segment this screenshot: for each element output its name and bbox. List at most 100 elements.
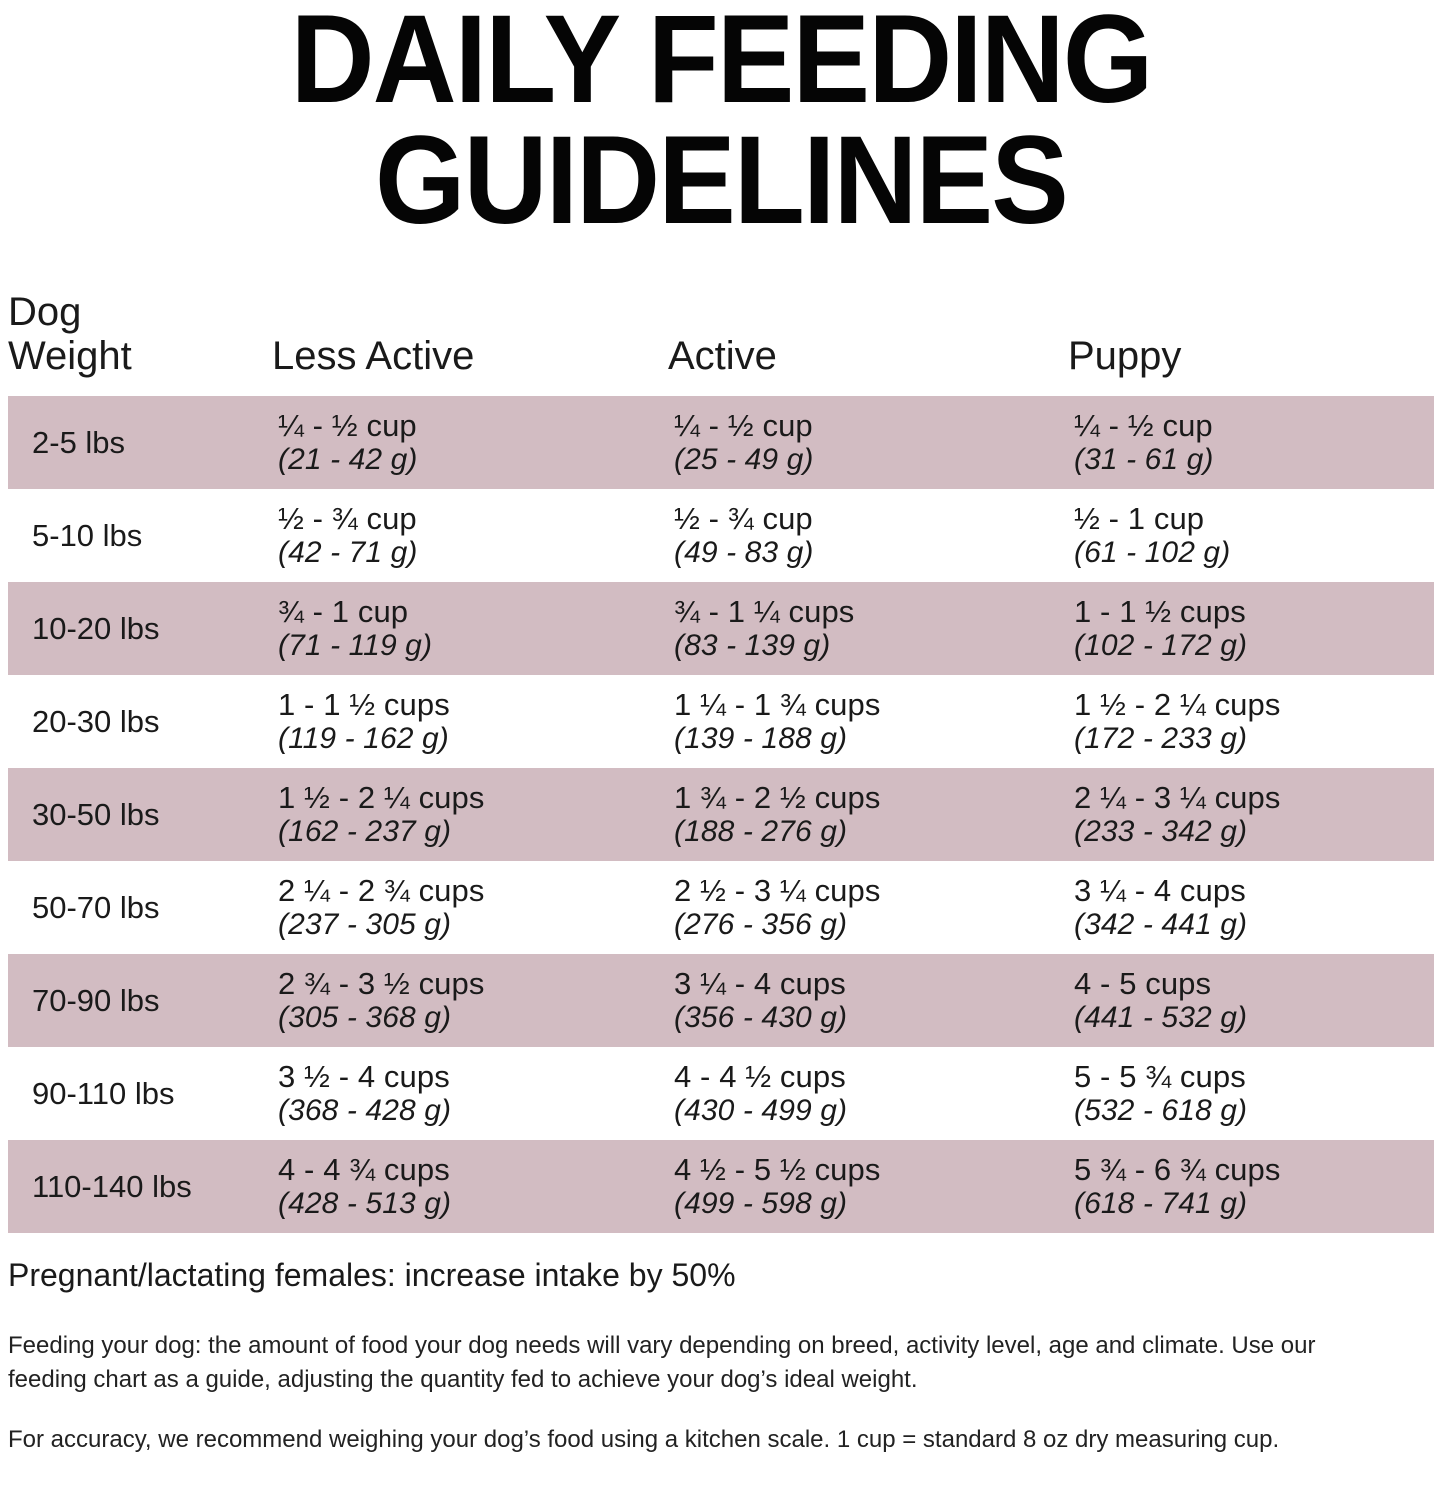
column-header-dog-weight-line2: Weight bbox=[8, 334, 132, 378]
amount-grams: (428 - 513 g) bbox=[278, 1186, 452, 1220]
amount-cups: 2 ¾ - 3 ½ cups bbox=[278, 965, 485, 1001]
feeding-table-container: Dog Weight Less Active Active Puppy 2-5 … bbox=[0, 288, 1442, 1233]
amount-cups: 1 - 1 ½ cups bbox=[278, 686, 450, 722]
amount-cups: ¼ - ½ cup bbox=[674, 407, 813, 443]
amount-cups: 1 ½ - 2 ¼ cups bbox=[278, 779, 485, 815]
table-row: 90-110 lbs 3 ½ - 4 cups (368 - 428 g) 4 - 4… bbox=[8, 1047, 1434, 1140]
cell-dog-weight: 30-50 lbs bbox=[8, 768, 272, 861]
amount-cups: 3 ½ - 4 cups bbox=[278, 1058, 450, 1094]
amount-grams: (342 - 441 g) bbox=[1074, 907, 1248, 941]
amount-cups: 5 ¾ - 6 ¾ cups bbox=[1074, 1151, 1281, 1187]
amount-cups: 3 ¼ - 4 cups bbox=[674, 965, 846, 1001]
cell-less-active: ¼ - ½ cup (21 - 42 g) bbox=[272, 396, 668, 489]
note-accuracy: For accuracy, we recommend weighing your… bbox=[8, 1426, 1280, 1454]
cell-less-active: 1 - 1 ½ cups (119 - 162 g) bbox=[272, 675, 668, 768]
amount-cups: 1 - 1 ½ cups bbox=[1074, 593, 1246, 629]
cell-puppy: 1 ½ - 2 ¼ cups (172 - 233 g) bbox=[1068, 675, 1434, 768]
amount-grams: (83 - 139 g) bbox=[674, 628, 831, 662]
cell-puppy: ½ - 1 cup (61 - 102 g) bbox=[1068, 489, 1434, 582]
amount-grams: (618 - 741 g) bbox=[1074, 1186, 1248, 1220]
cell-dog-weight: 2-5 lbs bbox=[8, 396, 272, 489]
table-header: Dog Weight Less Active Active Puppy bbox=[8, 288, 1434, 396]
amount-cups: 4 - 5 cups bbox=[1074, 965, 1212, 1001]
table-body: 2-5 lbs ¼ - ½ cup (21 - 42 g) ¼ - ½ cup (25 … bbox=[8, 396, 1434, 1233]
cell-less-active: 3 ½ - 4 cups (368 - 428 g) bbox=[272, 1047, 668, 1140]
amount-grams: (172 - 233 g) bbox=[1074, 721, 1248, 755]
column-header-dog-weight: Dog Weight bbox=[8, 288, 272, 396]
amount-cups: ¼ - ½ cup bbox=[278, 407, 417, 443]
amount-grams: (499 - 598 g) bbox=[674, 1186, 848, 1220]
cell-less-active: ¾ - 1 cup (71 - 119 g) bbox=[272, 582, 668, 675]
column-header-dog-weight-line1: Dog bbox=[8, 290, 82, 334]
amount-grams: (102 - 172 g) bbox=[1074, 628, 1248, 662]
cell-active: ½ - ¾ cup (49 - 83 g) bbox=[668, 489, 1068, 582]
cell-dog-weight: 10-20 lbs bbox=[8, 582, 272, 675]
cell-puppy: 5 - 5 ¾ cups (532 - 618 g) bbox=[1068, 1047, 1434, 1140]
cell-active: 1 ¼ - 1 ¾ cups (139 - 188 g) bbox=[668, 675, 1068, 768]
cell-puppy: 2 ¼ - 3 ¼ cups (233 - 342 g) bbox=[1068, 768, 1434, 861]
amount-grams: (305 - 368 g) bbox=[278, 1000, 452, 1034]
amount-grams: (25 - 49 g) bbox=[674, 442, 814, 476]
amount-cups: 1 ½ - 2 ¼ cups bbox=[1074, 686, 1281, 722]
amount-grams: (119 - 162 g) bbox=[278, 721, 449, 755]
table-row: 50-70 lbs 2 ¼ - 2 ¾ cups (237 - 305 g) 2 ½ … bbox=[8, 861, 1434, 954]
amount-cups: 4 ½ - 5 ½ cups bbox=[674, 1151, 881, 1187]
amount-grams: (71 - 119 g) bbox=[278, 628, 433, 662]
cell-active: 1 ¾ - 2 ½ cups (188 - 276 g) bbox=[668, 768, 1068, 861]
cell-active: 2 ½ - 3 ¼ cups (276 - 356 g) bbox=[668, 861, 1068, 954]
cell-less-active: 1 ½ - 2 ¼ cups (162 - 237 g) bbox=[272, 768, 668, 861]
amount-grams: (276 - 356 g) bbox=[674, 907, 848, 941]
cell-dog-weight: 50-70 lbs bbox=[32, 889, 160, 925]
note-pregnant-lactating: Pregnant/lactating females: increase int… bbox=[8, 1257, 736, 1293]
amount-grams: (356 - 430 g) bbox=[674, 1000, 848, 1034]
amount-cups: 3 ¼ - 4 cups bbox=[1074, 872, 1246, 908]
amount-cups: 1 ¾ - 2 ½ cups bbox=[674, 779, 881, 815]
cell-less-active: 2 ¼ - 2 ¾ cups (237 - 305 g) bbox=[272, 861, 668, 954]
amount-cups: ¾ - 1 cup bbox=[278, 593, 409, 629]
amount-cups: 4 - 4 ¾ cups bbox=[278, 1151, 450, 1187]
cell-puppy: 1 - 1 ½ cups (102 - 172 g) bbox=[1068, 582, 1434, 675]
column-header-less-active: Less Active bbox=[272, 334, 475, 378]
note-feeding-your-dog: Feeding your dog: the amount of food you… bbox=[8, 1332, 1316, 1394]
table-header-row: Dog Weight Less Active Active Puppy bbox=[8, 288, 1434, 396]
table-row: 10-20 lbs ¾ - 1 cup (71 - 119 g) ¾ - 1 ¼ cu… bbox=[8, 582, 1434, 675]
cell-less-active: 2 ¾ - 3 ½ cups (305 - 368 g) bbox=[272, 954, 668, 1047]
amount-cups: 2 ¼ - 2 ¾ cups bbox=[278, 872, 485, 908]
column-header-puppy: Puppy bbox=[1068, 334, 1182, 378]
amount-grams: (139 - 188 g) bbox=[674, 721, 848, 755]
amount-cups: 2 ½ - 3 ¼ cups bbox=[674, 872, 881, 908]
amount-cups: 1 ¼ - 1 ¾ cups bbox=[674, 686, 881, 722]
amount-cups: ½ - ¾ cup bbox=[278, 500, 417, 536]
amount-grams: (162 - 237 g) bbox=[278, 814, 452, 848]
amount-grams: (21 - 42 g) bbox=[278, 442, 418, 476]
feeding-table: Dog Weight Less Active Active Puppy 2-5 … bbox=[8, 288, 1434, 1233]
amount-grams: (49 - 83 g) bbox=[674, 535, 814, 569]
cell-puppy: 3 ¼ - 4 cups (342 - 441 g) bbox=[1068, 861, 1434, 954]
amount-grams: (42 - 71 g) bbox=[278, 535, 418, 569]
amount-grams: (532 - 618 g) bbox=[1074, 1093, 1248, 1127]
page-title-line-2: GUIDELINES bbox=[375, 111, 1069, 250]
amount-cups: ½ - 1 cup bbox=[1074, 500, 1205, 536]
amount-grams: (233 - 342 g) bbox=[1074, 814, 1248, 848]
table-row: 30-50 lbs 1 ½ - 2 ¼ cups (162 - 237 g) 1 ¾ … bbox=[8, 768, 1434, 861]
notes-section: Pregnant/lactating females: increase int… bbox=[0, 1255, 1442, 1457]
amount-cups: 4 - 4 ½ cups bbox=[674, 1058, 846, 1094]
amount-grams: (237 - 305 g) bbox=[278, 907, 452, 941]
page-title-line-1: DAILY FEEDING bbox=[290, 0, 1154, 129]
amount-grams: (31 - 61 g) bbox=[1074, 442, 1214, 476]
amount-grams: (441 - 532 g) bbox=[1074, 1000, 1248, 1034]
amount-grams: (61 - 102 g) bbox=[1074, 535, 1231, 569]
table-row: 70-90 lbs 2 ¾ - 3 ½ cups (305 - 368 g) 3 ¼ … bbox=[8, 954, 1434, 1047]
table-row: 2-5 lbs ¼ - ½ cup (21 - 42 g) ¼ - ½ cup (25 … bbox=[8, 396, 1434, 489]
table-row: 20-30 lbs 1 - 1 ½ cups (119 - 162 g) 1 ¼ - … bbox=[8, 675, 1434, 768]
cell-puppy: ¼ - ½ cup (31 - 61 g) bbox=[1068, 396, 1434, 489]
column-header-active: Active bbox=[668, 334, 777, 378]
cell-dog-weight: 90-110 lbs bbox=[32, 1075, 175, 1111]
cell-dog-weight: 70-90 lbs bbox=[8, 954, 272, 1047]
cell-less-active: 4 - 4 ¾ cups (428 - 513 g) bbox=[272, 1140, 668, 1233]
amount-cups: ½ - ¾ cup bbox=[674, 500, 813, 536]
cell-less-active: ½ - ¾ cup (42 - 71 g) bbox=[272, 489, 668, 582]
cell-puppy: 4 - 5 cups (441 - 532 g) bbox=[1068, 954, 1434, 1047]
cell-active: 4 - 4 ½ cups (430 - 499 g) bbox=[668, 1047, 1068, 1140]
